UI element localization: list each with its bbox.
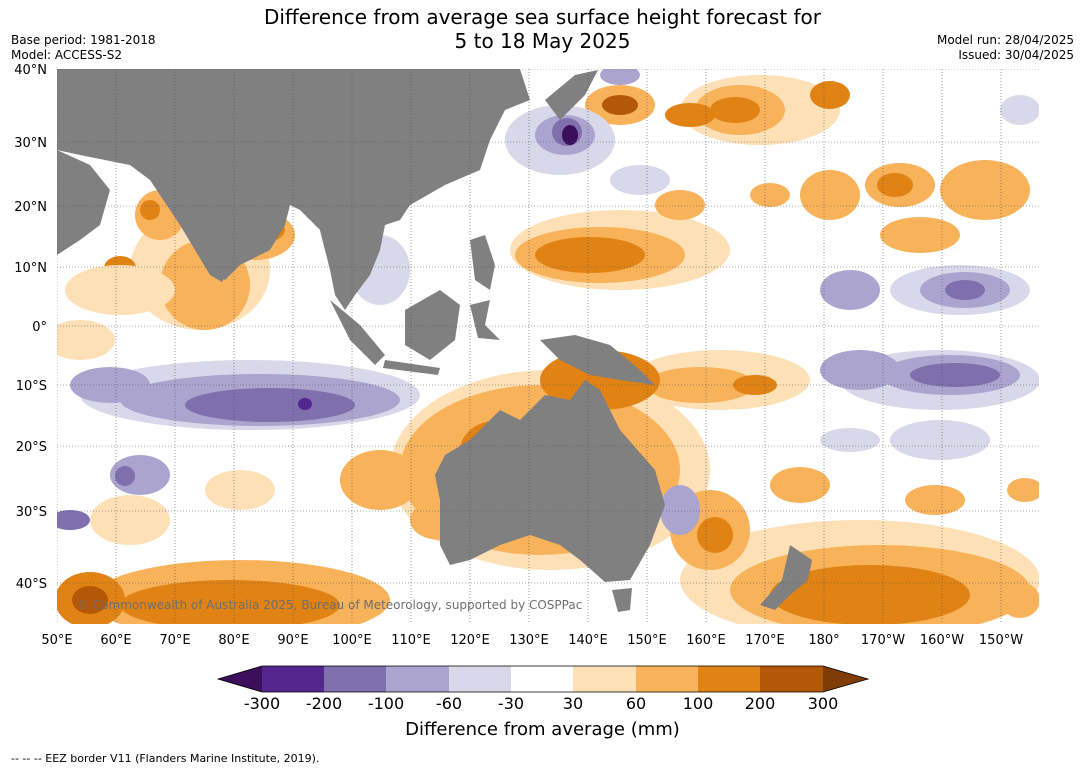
colorbar-swatch [324,666,386,692]
lon-label: 120°E [450,633,490,648]
colorbar-min-arrow [218,666,262,692]
map-title: Difference from average sea surface heig… [0,5,1085,53]
colorbar-swatch [573,666,636,692]
lat-label: 20°S [16,440,47,455]
lon-label: 60°E [100,633,131,648]
colorbar-label: Difference from average (mm) [405,719,680,740]
lon-label: 100°E [332,633,372,648]
lon-label: 130°E [509,633,549,648]
lon-label: 70°E [159,633,190,648]
lon-label: 140°E [568,633,608,648]
borneo-landmass [405,290,460,360]
lon-label: 160°W [920,633,964,648]
colorbar-tick-label: -30 [498,694,524,713]
latitude-labels: 40°N 30°N 20°N 10°N 0° 10°S 20°S 30°S 40… [14,63,47,592]
lon-label: 110°E [391,633,431,648]
colorbar: -300 -200 -100 -60 -30 30 60 100 200 300 [216,665,870,713]
model-name: Model: ACCESS-S2 [11,48,123,62]
colorbar-tick-label: -100 [368,694,404,713]
land-masses [57,69,812,612]
lat-label: 10°S [16,379,47,394]
colorbar-swatch [449,666,511,692]
title-line-2: 5 to 18 May 2025 [454,29,631,53]
colorbar-max-arrow [823,666,868,692]
new-zealand-landmass [760,545,812,610]
sulawesi-landmass [470,300,500,340]
lat-label: 30°S [16,505,47,520]
colorbar-swatch [511,666,573,692]
colorbar-swatch [760,666,823,692]
asia-landmass [57,69,530,280]
colorbar-tick-label: 300 [808,694,839,713]
colorbar-tick-label: 100 [683,694,714,713]
colorbar-tick-label: -60 [436,694,462,713]
lat-label: 40°N [14,63,47,78]
lon-label: 170°E [745,633,785,648]
indochina-landmass [320,230,380,310]
arabia-landmass [57,150,110,255]
philippines-landmass [470,235,495,290]
graticule [57,69,1039,624]
lon-label: 160°E [686,633,726,648]
australia-landmass [435,380,665,582]
java-landmass [383,360,440,375]
lon-label: 150°E [627,633,667,648]
tasmania-landmass [612,588,632,612]
model-run: Model run: 28/04/2025 [936,33,1074,47]
eez-footnote: -- -- -- EEZ border V11 (Flanders Marine… [11,752,320,765]
longitude-labels: 50°E 60°E 70°E 80°E 90°E 100°E 110°E 120… [41,633,1023,648]
sumatra-landmass [330,300,385,365]
colorbar-swatch [636,666,698,692]
india-landmass [150,180,245,282]
model-info: Base period: 1981-2018 Model: ACCESS-S2 [11,33,156,63]
map-plot-area: © Commonwealth of Australia 2025, Bureau… [57,69,1039,624]
lon-label: 50°E [41,633,72,648]
title-line-1: Difference from average sea surface heig… [263,5,822,29]
lat-label: 30°N [14,136,47,151]
japan-landmass [545,70,598,120]
colorbar-outline [216,665,870,693]
colorbar-swatch [698,666,760,692]
lon-label: 80°E [218,633,249,648]
colorbar-tick-label: 30 [563,694,583,713]
colorbar-swatch [386,666,449,692]
copyright-notice: © Commonwealth of Australia 2025, Bureau… [77,598,582,612]
lat-label: 40°S [16,577,47,592]
colorbar-tick-label: 200 [745,694,776,713]
issued-date: Issued: 30/04/2025 [958,48,1074,62]
colorbar-tick-label: -200 [306,694,342,713]
base-period: Base period: 1981-2018 [11,33,156,47]
colorbar-tick-label: 60 [626,694,646,713]
lat-label: 10°N [14,261,47,276]
lon-label: 170°W [861,633,905,648]
colorbar-tick-label: -300 [244,694,280,713]
lat-label: 0° [32,320,47,335]
lon-label: 90°E [277,633,308,648]
new-guinea-landmass [540,335,655,385]
lat-label: 20°N [14,200,47,215]
lon-label: 180° [808,633,839,648]
colorbar-swatch [262,666,324,692]
run-info: Model run: 28/04/2025 Issued: 30/04/2025 [937,33,1074,63]
lon-label: 150°W [979,633,1023,648]
